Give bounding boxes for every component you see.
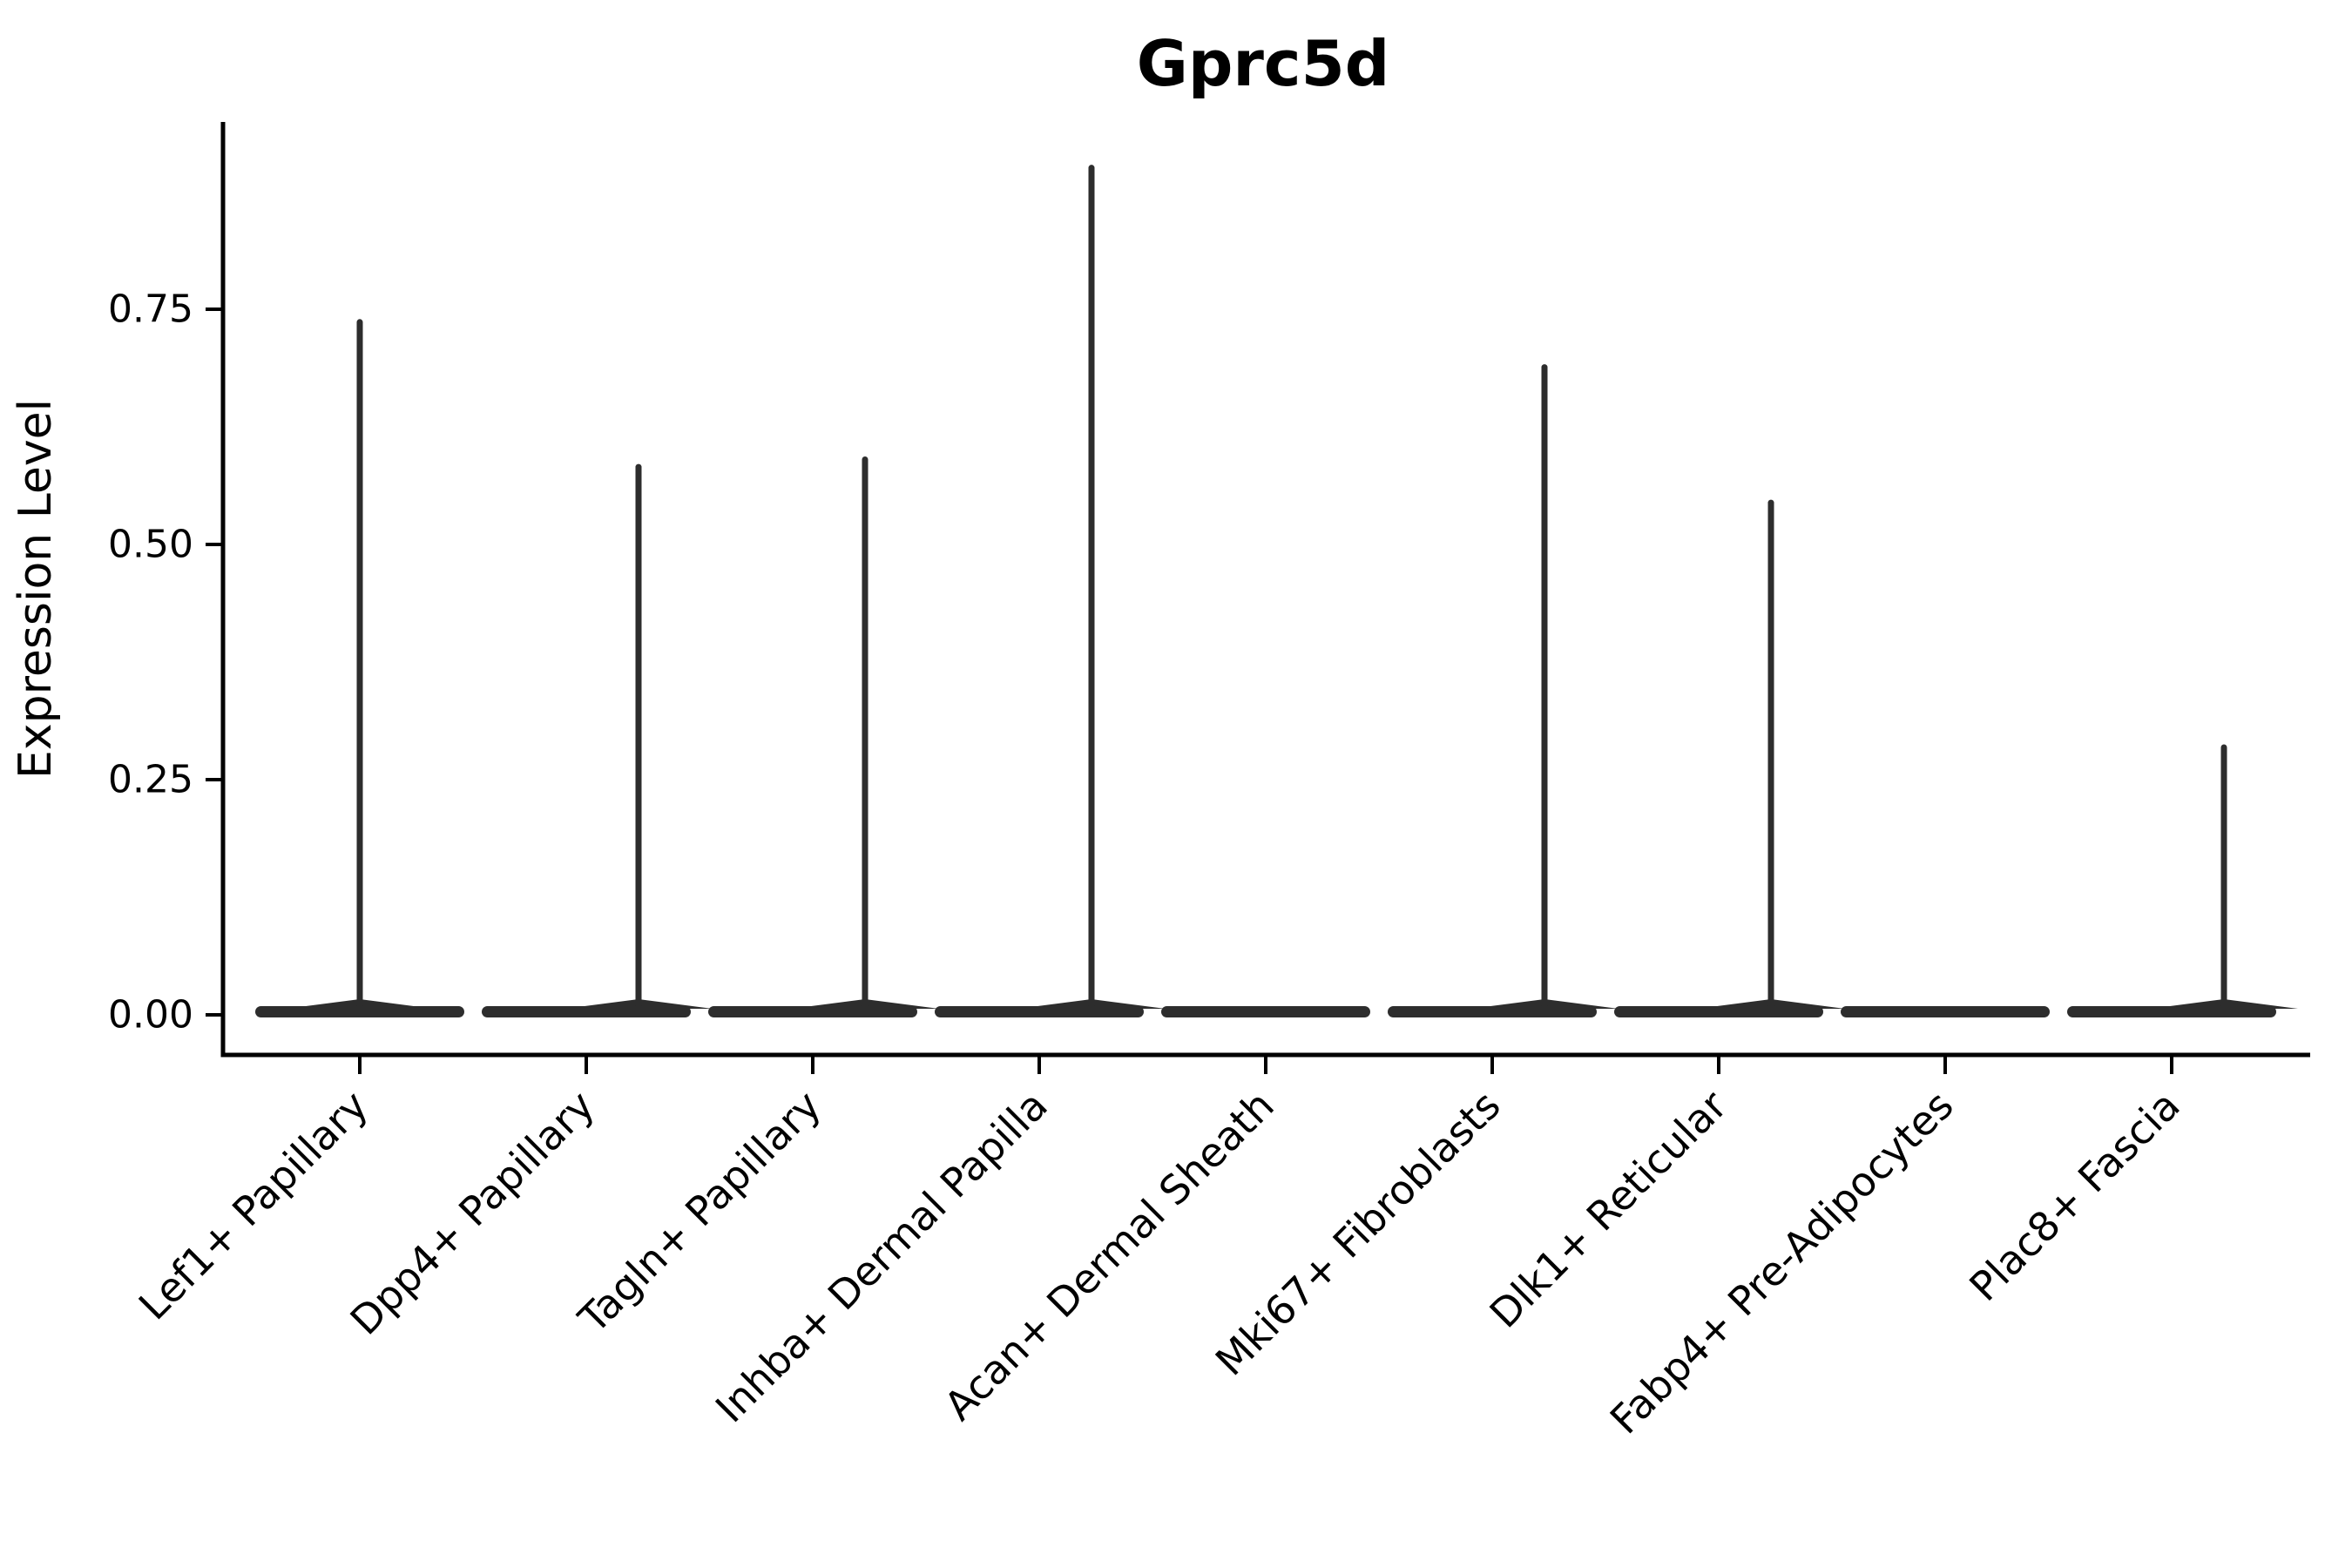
y-tick-label: 0.50	[108, 523, 193, 567]
violin-9	[2067, 744, 2298, 1017]
violin-body	[708, 1006, 917, 1017]
y-tick-label: 0.00	[108, 993, 193, 1037]
violins-group	[255, 165, 2298, 1017]
x-tick-label: Dlk1+ Reticular	[1481, 1082, 1736, 1337]
violin-body	[2067, 1006, 2276, 1017]
violin-7	[1614, 499, 1845, 1017]
x-tick-label: Plac8+ Fascia	[1960, 1082, 2188, 1310]
violin-body	[935, 1006, 1144, 1017]
violin-6	[1388, 364, 1619, 1017]
violin-5	[1161, 1006, 1370, 1017]
violin-body	[1161, 1006, 1370, 1017]
y-tick-label: 0.25	[108, 758, 193, 802]
y-axis-label: Expression Level	[10, 399, 62, 779]
violin-2	[482, 463, 713, 1017]
x-tick-label: Lef1+ Papillary	[130, 1082, 377, 1329]
violin-body	[1388, 1006, 1597, 1017]
x-tick-label: Dpp4+ Papillary	[341, 1082, 604, 1344]
violin-8	[1841, 1006, 2050, 1017]
y-tick-label: 0.75	[108, 287, 193, 332]
y-axis-ticks: 0.00 0.25 0.50 0.75	[108, 287, 221, 1037]
violin-body	[1614, 1006, 1823, 1017]
violin-body	[482, 1006, 691, 1017]
violin-4	[935, 165, 1166, 1017]
x-tick-label: Tagln+ Papillary	[569, 1082, 830, 1343]
plot-title: Gprc5d	[1137, 27, 1389, 100]
violin-body	[255, 1006, 464, 1017]
violin-1	[255, 319, 464, 1017]
violin-body	[1841, 1006, 2050, 1017]
violin-3	[708, 456, 939, 1017]
